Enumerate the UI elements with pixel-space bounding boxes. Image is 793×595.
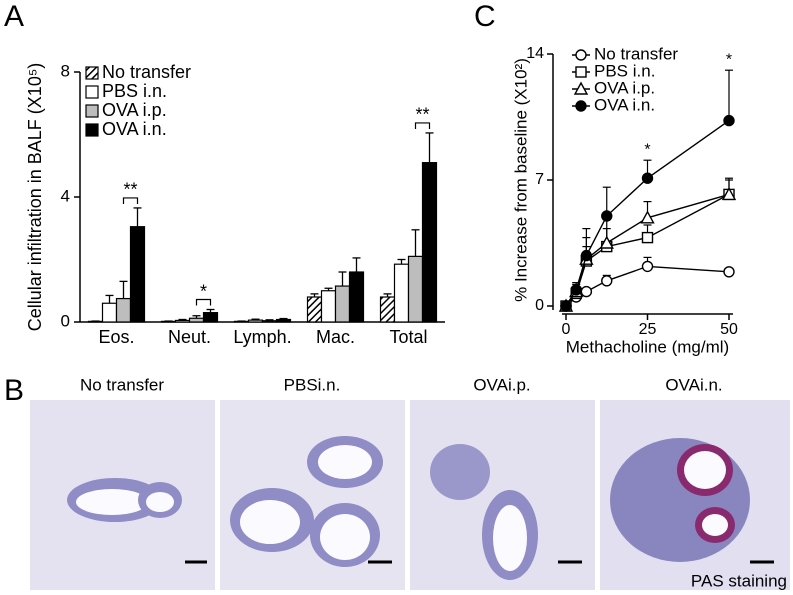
legend-marker [575,66,587,78]
bar [379,296,396,323]
bar [407,255,424,323]
x-tick-label: Total [389,327,427,347]
bar [101,302,118,323]
data-point [601,210,613,222]
legend-label: PBS i.n. [102,81,167,101]
data-point [723,266,735,278]
bar [320,290,337,323]
legend-label: OVA i.p. [594,78,655,97]
data-point [570,284,582,296]
data-point [599,235,614,249]
data-point [721,186,737,201]
significance-bracket [122,197,139,204]
micrograph [600,400,790,590]
bar [129,226,146,323]
bar [188,317,205,323]
y-tick-label: 8 [61,61,70,80]
bar [247,319,264,323]
image-label: No transfer [80,375,164,394]
x-tick-label: Lymph. [233,327,291,347]
bar [115,297,132,323]
data-point [601,275,613,287]
bar [334,285,351,323]
bar [393,263,410,323]
legend-marker [573,81,589,95]
significance-label: * [200,281,207,301]
legend-label: PBS i.n. [594,61,655,80]
y-tick-label: 7 [535,171,544,188]
micrographs [30,400,790,590]
x-tick-label: Mac. [316,327,355,347]
line [565,265,730,307]
significance-bracket [414,122,431,129]
legend-label: No transfer [102,62,191,82]
legend-marker [575,49,587,61]
x-tick-label: Eos. [98,327,134,347]
image-label: PBSi.n. [284,375,341,394]
x-tick-label: Neut. [168,327,211,347]
bar [202,312,219,323]
data-point [641,172,654,184]
data-point [580,285,593,298]
data-point [641,260,654,273]
x-axis-label: Methacholine (mg/ml) [566,337,729,356]
y-axis-label: % Increase from baseline (X10²) [511,58,530,302]
bar [306,296,323,323]
micrograph [410,400,595,590]
y-tick-label: 14 [526,45,544,62]
legend-label: No transfer [594,44,678,63]
y-tick-label: 0 [61,311,70,330]
y-axis-label: Cellular infiltration in BALF (X10⁵) [25,63,45,332]
bar [348,271,365,323]
bar [233,320,250,323]
staining-note: PAS staining [691,571,787,590]
legend-label: OVA i.n. [102,119,167,139]
image-label: OVAi.n. [665,375,722,394]
legend-swatch [85,123,99,137]
x-tick-label: 25 [639,321,657,338]
x-tick-label: 0 [562,321,571,338]
bar [160,320,177,323]
micrograph [30,400,215,590]
legend-label: OVA i.p. [102,100,167,120]
panel-label: B [4,374,24,407]
x-tick-label: 50 [720,321,738,338]
legend-marker [575,100,587,112]
significance-label: ** [123,180,137,200]
significance-label: * [644,141,650,158]
y-tick-label: 0 [535,297,544,314]
legend-swatch [85,104,99,118]
legend-swatch [85,66,99,80]
data-point [640,210,655,224]
bar [261,320,278,323]
panel-label: A [4,0,24,33]
micrograph [220,400,405,590]
panel-label: C [474,0,496,33]
bar [87,320,104,323]
data-point [560,300,572,312]
data-point [641,231,654,244]
bar [174,319,191,323]
bar [421,162,438,323]
significance-label: ** [415,105,429,125]
data-point [723,114,735,127]
image-label: OVAi.p. [473,375,530,394]
legend-swatch [85,85,99,99]
significance-bracket [195,298,212,306]
bar [275,318,292,323]
y-tick-label: 4 [61,186,70,205]
significance-label: * [726,51,732,68]
legend-label: OVA i.n. [594,95,655,114]
data-point [580,249,593,262]
